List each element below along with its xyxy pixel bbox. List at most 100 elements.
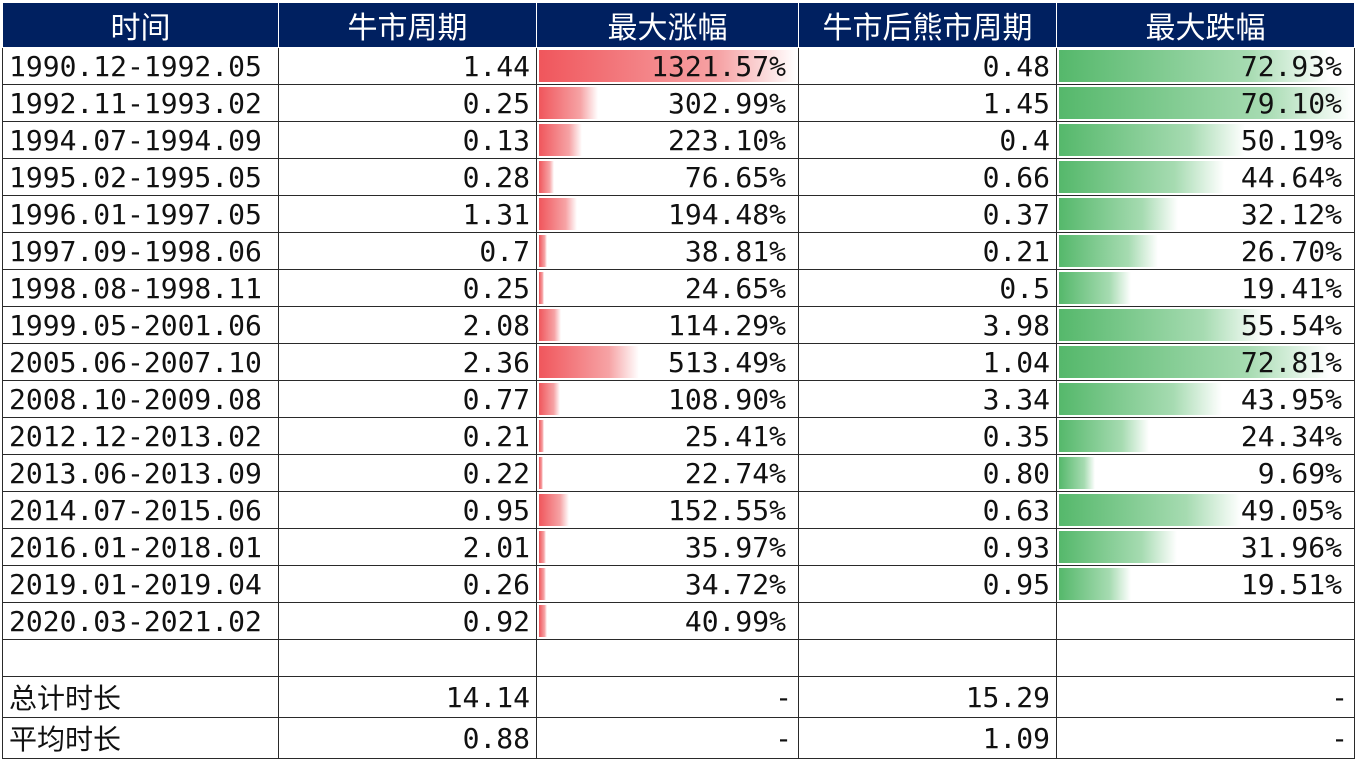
bull-cycle-cell[interactable]: 0.25 bbox=[278, 269, 537, 307]
bull-cycle-cell[interactable]: 2.36 bbox=[278, 343, 537, 381]
bear-cycle-cell[interactable]: 0.93 bbox=[798, 528, 1057, 566]
max-drop-cell[interactable]: 19.41% bbox=[1056, 269, 1355, 307]
header-period[interactable]: 时间 bbox=[2, 2, 279, 48]
bull-cycle-cell[interactable]: 1.44 bbox=[278, 47, 537, 85]
period-cell[interactable]: 1996.01-1997.05 bbox=[2, 195, 279, 233]
max-gain-cell[interactable]: 24.65% bbox=[536, 269, 799, 307]
max-drop-cell[interactable]: 72.81% bbox=[1056, 343, 1355, 381]
period-cell[interactable]: 1999.05-2001.06 bbox=[2, 306, 279, 344]
summary-label-cell[interactable]: 平均时长 bbox=[2, 717, 279, 759]
bull-cycle-cell[interactable]: 0.7 bbox=[278, 232, 537, 270]
bear-cycle-cell[interactable]: 0.63 bbox=[798, 491, 1057, 529]
max-gain-cell[interactable]: 108.90% bbox=[536, 380, 799, 418]
max-drop-cell[interactable]: 24.34% bbox=[1056, 417, 1355, 455]
bear-cycle-cell[interactable] bbox=[798, 602, 1057, 640]
max-drop-cell[interactable]: 44.64% bbox=[1056, 158, 1355, 196]
max-drop-cell[interactable]: 55.54% bbox=[1056, 306, 1355, 344]
period-cell[interactable]: 1995.02-1995.05 bbox=[2, 158, 279, 196]
header-max-drop[interactable]: 最大跌幅 bbox=[1056, 2, 1355, 48]
max-drop-cell[interactable]: 31.96% bbox=[1056, 528, 1355, 566]
max-gain-cell[interactable]: 513.49% bbox=[536, 343, 799, 381]
period-cell[interactable]: 1997.09-1998.06 bbox=[2, 232, 279, 270]
max-drop-cell[interactable]: 72.93% bbox=[1056, 47, 1355, 85]
empty-cell[interactable] bbox=[278, 639, 537, 677]
max-drop-cell[interactable]: 79.10% bbox=[1056, 84, 1355, 122]
bull-cycle-cell[interactable]: 0.21 bbox=[278, 417, 537, 455]
summary-bear-cell[interactable]: 15.29 bbox=[798, 676, 1057, 718]
period-cell[interactable]: 1998.08-1998.11 bbox=[2, 269, 279, 307]
bear-cycle-cell[interactable]: 0.21 bbox=[798, 232, 1057, 270]
period-cell[interactable]: 2014.07-2015.06 bbox=[2, 491, 279, 529]
max-gain-cell[interactable]: 223.10% bbox=[536, 121, 799, 159]
max-gain-cell[interactable]: 76.65% bbox=[536, 158, 799, 196]
header-bear-cycle[interactable]: 牛市后熊市周期 bbox=[798, 2, 1057, 48]
max-drop-cell[interactable] bbox=[1056, 602, 1355, 640]
max-gain-cell[interactable]: 22.74% bbox=[536, 454, 799, 492]
bear-cycle-cell[interactable]: 0.80 bbox=[798, 454, 1057, 492]
period-cell[interactable]: 2020.03-2021.02 bbox=[2, 602, 279, 640]
bear-cycle-cell[interactable]: 0.5 bbox=[798, 269, 1057, 307]
bull-cycle-cell[interactable]: 0.77 bbox=[278, 380, 537, 418]
period-cell[interactable]: 2008.10-2009.08 bbox=[2, 380, 279, 418]
max-gain-cell[interactable]: 38.81% bbox=[536, 232, 799, 270]
empty-cell[interactable] bbox=[1056, 639, 1355, 677]
max-gain-cell[interactable]: 35.97% bbox=[536, 528, 799, 566]
max-gain-cell[interactable]: 302.99% bbox=[536, 84, 799, 122]
max-drop-cell[interactable]: 50.19% bbox=[1056, 121, 1355, 159]
bull-cycle-cell[interactable]: 0.22 bbox=[278, 454, 537, 492]
bear-cycle-cell[interactable]: 1.45 bbox=[798, 84, 1057, 122]
summary-gain-cell[interactable]: - bbox=[536, 676, 799, 718]
period-cell[interactable]: 1992.11-1993.02 bbox=[2, 84, 279, 122]
summary-label-cell[interactable]: 总计时长 bbox=[2, 676, 279, 718]
summary-bull-cell[interactable]: 0.88 bbox=[278, 717, 537, 759]
period-cell[interactable]: 2019.01-2019.04 bbox=[2, 565, 279, 603]
period-cell[interactable]: 2016.01-2018.01 bbox=[2, 528, 279, 566]
bear-cycle-cell[interactable]: 3.98 bbox=[798, 306, 1057, 344]
empty-cell[interactable] bbox=[2, 639, 279, 677]
max-drop-cell[interactable]: 43.95% bbox=[1056, 380, 1355, 418]
max-gain-cell[interactable]: 40.99% bbox=[536, 602, 799, 640]
bull-cycle-cell[interactable]: 0.92 bbox=[278, 602, 537, 640]
period-cell[interactable]: 2005.06-2007.10 bbox=[2, 343, 279, 381]
bear-cycle-cell[interactable]: 3.34 bbox=[798, 380, 1057, 418]
summary-drop-cell[interactable]: - bbox=[1056, 717, 1355, 759]
max-drop-cell[interactable]: 9.69% bbox=[1056, 454, 1355, 492]
max-gain-cell[interactable]: 25.41% bbox=[536, 417, 799, 455]
period-cell[interactable]: 1990.12-1992.05 bbox=[2, 47, 279, 85]
max-drop-cell[interactable]: 26.70% bbox=[1056, 232, 1355, 270]
bear-cycle-cell[interactable]: 0.35 bbox=[798, 417, 1057, 455]
bear-cycle-cell[interactable]: 0.4 bbox=[798, 121, 1057, 159]
bear-cycle-cell[interactable]: 0.95 bbox=[798, 565, 1057, 603]
summary-drop-cell[interactable]: - bbox=[1056, 676, 1355, 718]
max-drop-cell[interactable]: 19.51% bbox=[1056, 565, 1355, 603]
period-cell[interactable]: 1994.07-1994.09 bbox=[2, 121, 279, 159]
bull-cycle-cell[interactable]: 1.31 bbox=[278, 195, 537, 233]
bull-cycle-cell[interactable]: 0.26 bbox=[278, 565, 537, 603]
period-cell[interactable]: 2013.06-2013.09 bbox=[2, 454, 279, 492]
summary-gain-cell[interactable]: - bbox=[536, 717, 799, 759]
bear-cycle-cell[interactable]: 1.04 bbox=[798, 343, 1057, 381]
summary-bull-cell[interactable]: 14.14 bbox=[278, 676, 537, 718]
bull-cycle-cell[interactable]: 2.08 bbox=[278, 306, 537, 344]
bear-cycle-cell[interactable]: 0.66 bbox=[798, 158, 1057, 196]
bull-cycle-cell[interactable]: 0.13 bbox=[278, 121, 537, 159]
bull-cycle-cell[interactable]: 0.28 bbox=[278, 158, 537, 196]
header-max-gain[interactable]: 最大涨幅 bbox=[536, 2, 799, 48]
empty-cell[interactable] bbox=[798, 639, 1057, 677]
header-bull-cycle[interactable]: 牛市周期 bbox=[278, 2, 537, 48]
bear-cycle-cell[interactable]: 0.37 bbox=[798, 195, 1057, 233]
max-drop-cell[interactable]: 32.12% bbox=[1056, 195, 1355, 233]
bear-cycle-cell[interactable]: 0.48 bbox=[798, 47, 1057, 85]
summary-bear-cell[interactable]: 1.09 bbox=[798, 717, 1057, 759]
max-gain-cell[interactable]: 194.48% bbox=[536, 195, 799, 233]
period-cell[interactable]: 2012.12-2013.02 bbox=[2, 417, 279, 455]
max-gain-cell[interactable]: 152.55% bbox=[536, 491, 799, 529]
bull-cycle-cell[interactable]: 2.01 bbox=[278, 528, 537, 566]
bull-cycle-cell[interactable]: 0.95 bbox=[278, 491, 537, 529]
bull-cycle-cell[interactable]: 0.25 bbox=[278, 84, 537, 122]
max-drop-cell[interactable]: 49.05% bbox=[1056, 491, 1355, 529]
max-gain-cell[interactable]: 1321.57% bbox=[536, 47, 799, 85]
empty-cell[interactable] bbox=[536, 639, 799, 677]
max-gain-cell[interactable]: 34.72% bbox=[536, 565, 799, 603]
max-gain-cell[interactable]: 114.29% bbox=[536, 306, 799, 344]
